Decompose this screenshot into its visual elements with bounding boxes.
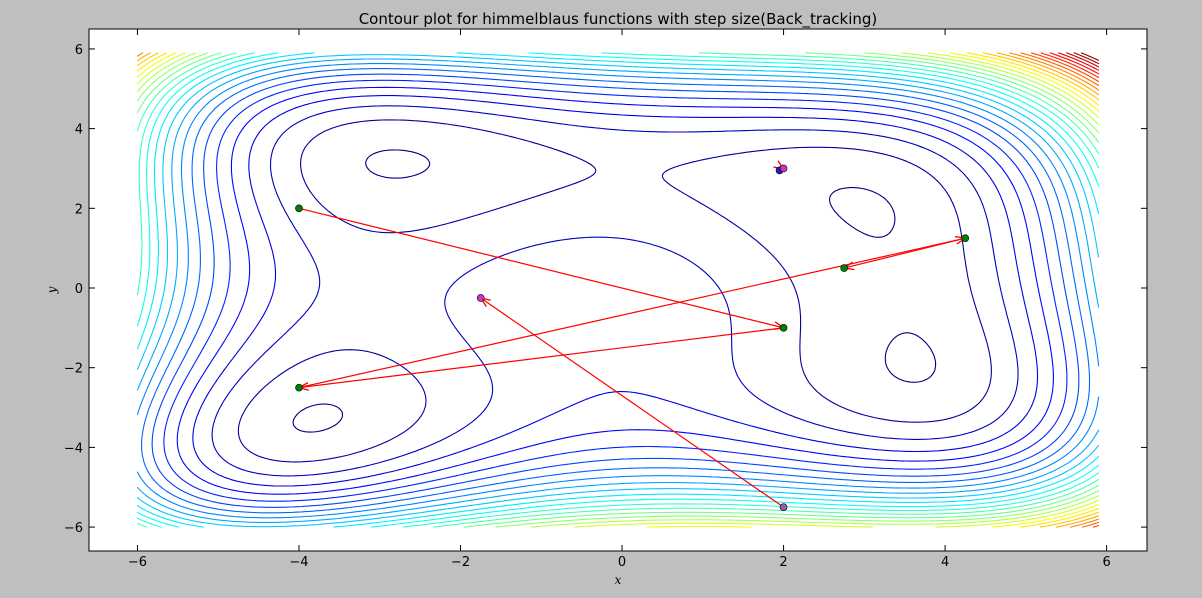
contour-level (163, 79, 1068, 502)
contour-level (136, 52, 1100, 528)
contour-level (192, 95, 1039, 487)
contour-level (136, 52, 1100, 528)
iterate-point (295, 383, 303, 392)
contour-level (211, 105, 1019, 477)
y-tick-label: 6 (75, 43, 83, 58)
contour-level (136, 52, 1100, 528)
x-tick-label: −4 (289, 555, 308, 570)
iterate-point (779, 164, 788, 173)
contour-level (1080, 52, 1100, 61)
x-tick-label: 2 (779, 555, 787, 570)
contour-level (136, 52, 1100, 528)
x-tick-label: −6 (128, 555, 147, 570)
iterate-point (961, 234, 970, 242)
contour-level (151, 73, 1080, 508)
contour-level (136, 63, 1100, 519)
contour-level (292, 149, 937, 433)
contour-level (237, 119, 992, 463)
contour-lines (136, 52, 1100, 528)
descent-path (298, 166, 966, 508)
contour-level (1030, 52, 1100, 528)
step-arrow (299, 327, 784, 388)
x-tick-label: −2 (451, 555, 470, 570)
x-tick-label: 0 (618, 555, 626, 570)
y-axis-label: y (45, 286, 59, 294)
contour-level (1066, 52, 1100, 68)
iterate-points (295, 164, 970, 511)
contour-level (1058, 52, 1100, 71)
step-arrow (298, 207, 784, 328)
step-arrow (481, 298, 784, 508)
y-axis-ticks: −6 −4 −2 0 2 4 6 (64, 43, 1147, 536)
contour-level (136, 52, 1100, 528)
plot-frame (88, 28, 1148, 552)
contour-level (136, 58, 1100, 523)
y-tick-label: 2 (75, 202, 83, 217)
step-arrow (844, 237, 966, 268)
contour-level (1040, 52, 1100, 79)
y-tick-label: −2 (64, 362, 83, 377)
contour-level (136, 52, 1100, 528)
contour-level (136, 52, 1100, 528)
contour-level (136, 52, 1100, 528)
contour-level (136, 54, 1100, 528)
y-tick-label: −4 (64, 441, 83, 456)
iterate-point (840, 264, 848, 272)
x-tick-label: 4 (941, 555, 949, 570)
x-axis-ticks: −6 −4 −2 0 2 4 6 (128, 29, 1111, 570)
contour-level (136, 52, 1100, 528)
contour-level (136, 52, 1100, 528)
y-tick-label: 0 (75, 282, 83, 297)
iterate-point (476, 294, 485, 302)
contour-level (176, 86, 1054, 495)
contour-level (136, 52, 1100, 528)
contour-level (1049, 52, 1100, 75)
chart-title: Contour plot for himmelblaus functions w… (359, 10, 878, 29)
iterate-point (295, 204, 303, 213)
x-tick-label: 6 (1102, 555, 1110, 570)
contour-level (1073, 52, 1100, 65)
x-axis-label: x (615, 573, 622, 587)
contour-level (136, 52, 1100, 528)
contour-level (141, 68, 1091, 514)
iterate-point (779, 503, 788, 511)
contour-level (136, 52, 1100, 528)
y-tick-label: 4 (75, 123, 83, 138)
contour-level (1020, 52, 1100, 528)
y-tick-label: −6 (64, 521, 83, 536)
iterate-point (779, 324, 788, 332)
